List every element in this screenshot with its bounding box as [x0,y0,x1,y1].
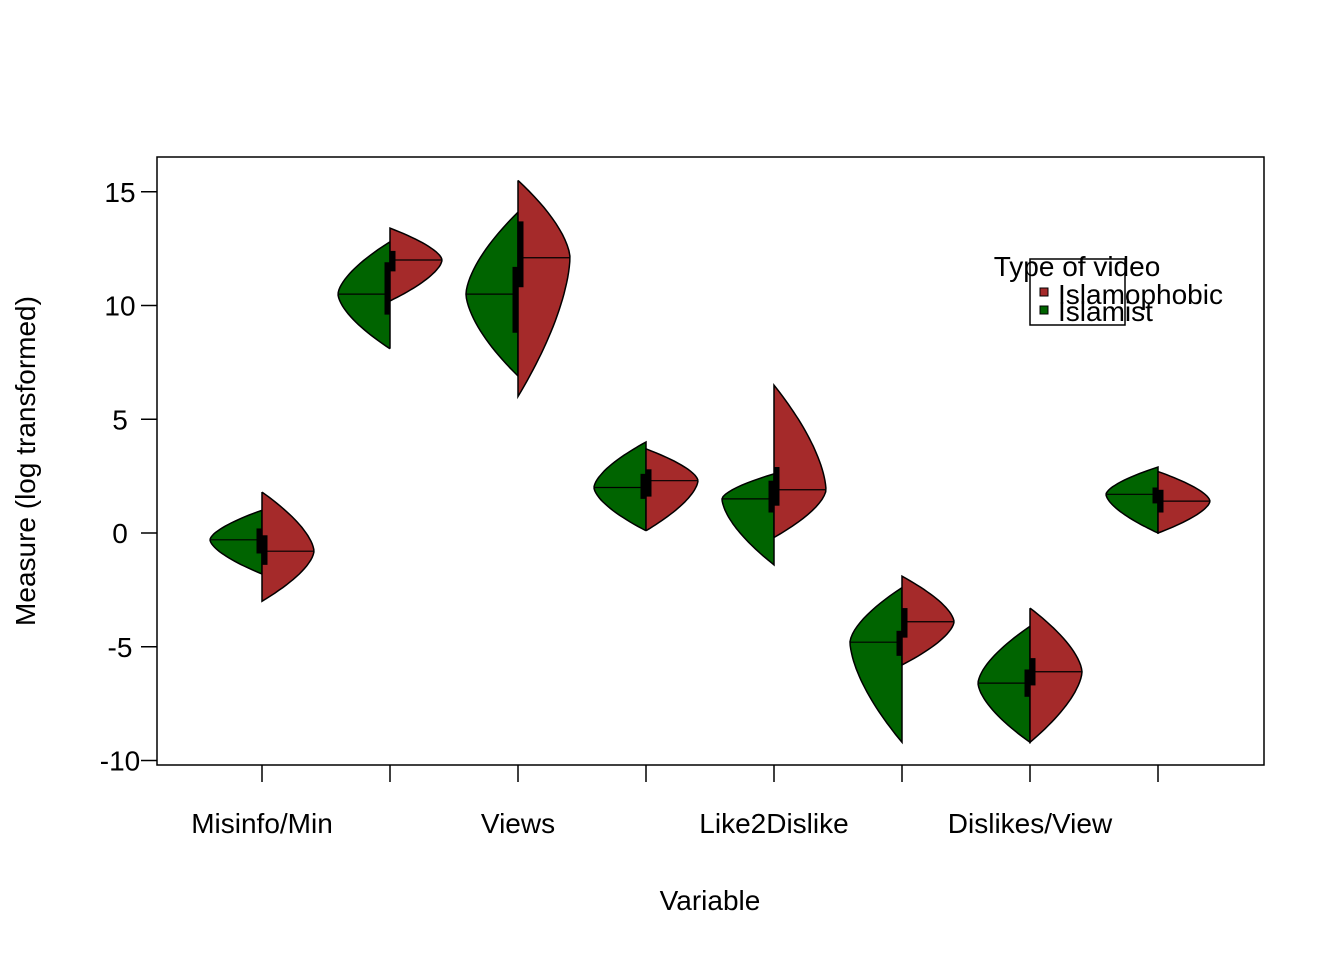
x-tick-label: Like2Dislike [699,808,848,839]
legend-title: Type of video [994,251,1161,282]
violin-islamist-5 [721,473,775,567]
legend-label-islamophobic: Islamophobic [1058,279,1223,310]
violin-islamophobic-2 [389,226,443,303]
violin-islamist-1 [209,509,263,576]
legend-label-islamist: Islamist [1058,296,1153,327]
x-axis-title: Variable [660,885,761,916]
violin-islamist-2 [337,240,391,350]
legend-box [1029,258,1126,326]
y-tick-label: 5 [112,404,128,435]
violin-islamophobic-1 [261,491,315,603]
violin-islamophobic-8 [1157,470,1211,535]
y-axis-title: Measure (log transformed) [10,296,41,626]
violin-layer [209,179,1211,745]
x-tick-label: Views [481,808,555,839]
violin-islamist-7 [977,625,1031,744]
violin-islamophobic-4 [645,447,699,532]
y-tick-label: -10 [100,746,140,777]
y-axis: -10 -5 0 5 10 15 [100,177,157,777]
x-tick-label: Misinfo/Min [191,808,333,839]
legend-key-islamophobic [1039,287,1049,297]
violin-islamist-6 [849,586,903,745]
y-tick-label: -5 [108,632,133,663]
violin-islamist-4 [593,440,647,532]
y-tick-label: 15 [104,177,135,208]
y-tick-label: 10 [104,291,135,322]
violin-islamophobic-5 [773,382,827,539]
violin-islamophobic-3 [517,179,571,400]
plot-frame [156,156,1265,766]
legend-key-islamist [1039,305,1049,315]
y-tick-label: 0 [112,518,128,549]
violin-islamist-8 [1105,465,1159,535]
violin-islamophobic-7 [1029,607,1083,744]
inner-box-layer [210,221,1210,697]
legend: Type of video Islamophobic Islamist [994,251,1223,327]
violin-islamophobic-6 [901,574,955,667]
x-tick-label: Dislikes/View [948,808,1113,839]
x-axis: Misinfo/Min Views Like2Dislike Dislikes/Vie… [191,765,1159,839]
